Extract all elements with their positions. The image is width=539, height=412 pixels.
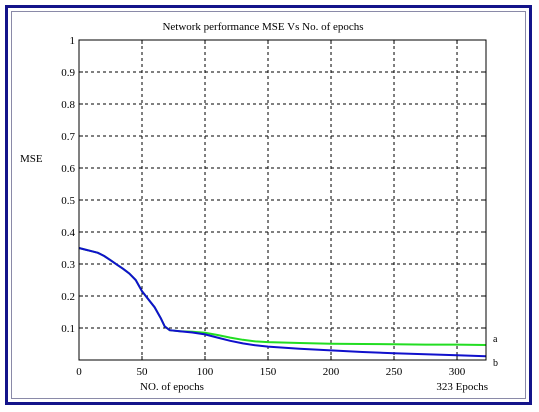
x-tick-label: 100 (197, 366, 214, 378)
x-axis-label: NO. of epochs (140, 381, 204, 393)
y-tick-label: 0.7 (61, 131, 75, 143)
y-tick-label: 0.1 (61, 323, 75, 335)
y-axis-label: MSE (20, 153, 43, 165)
x-tick-label: 0 (76, 366, 82, 378)
series-label-b: b (493, 358, 498, 369)
y-tick-label: 0.2 (61, 291, 75, 303)
x-tick-label: 50 (137, 366, 149, 378)
x-tick-label: 300 (449, 366, 466, 378)
x-tick-label: 250 (386, 366, 403, 378)
series-line-b (78, 247, 487, 358)
x-tick-label: 200 (323, 366, 340, 378)
series-label-a: a (493, 334, 498, 345)
y-tick-label: 0.6 (61, 163, 75, 175)
y-tick-label: 1 (70, 35, 76, 47)
chart-title: Network performance MSE Vs No. of epochs (162, 21, 363, 33)
y-tick-label: 0.3 (61, 259, 75, 271)
x-tick-label: 150 (260, 366, 277, 378)
chart-inner-border (11, 11, 526, 399)
y-tick-label: 0.9 (61, 67, 75, 79)
y-tick-label: 0.5 (61, 195, 75, 207)
plot-area-border (78, 39, 487, 361)
y-tick-label: 0.4 (61, 227, 75, 239)
epoch-count-note: 323 Epochs (436, 381, 488, 393)
y-tick-label: 0.8 (61, 99, 75, 111)
